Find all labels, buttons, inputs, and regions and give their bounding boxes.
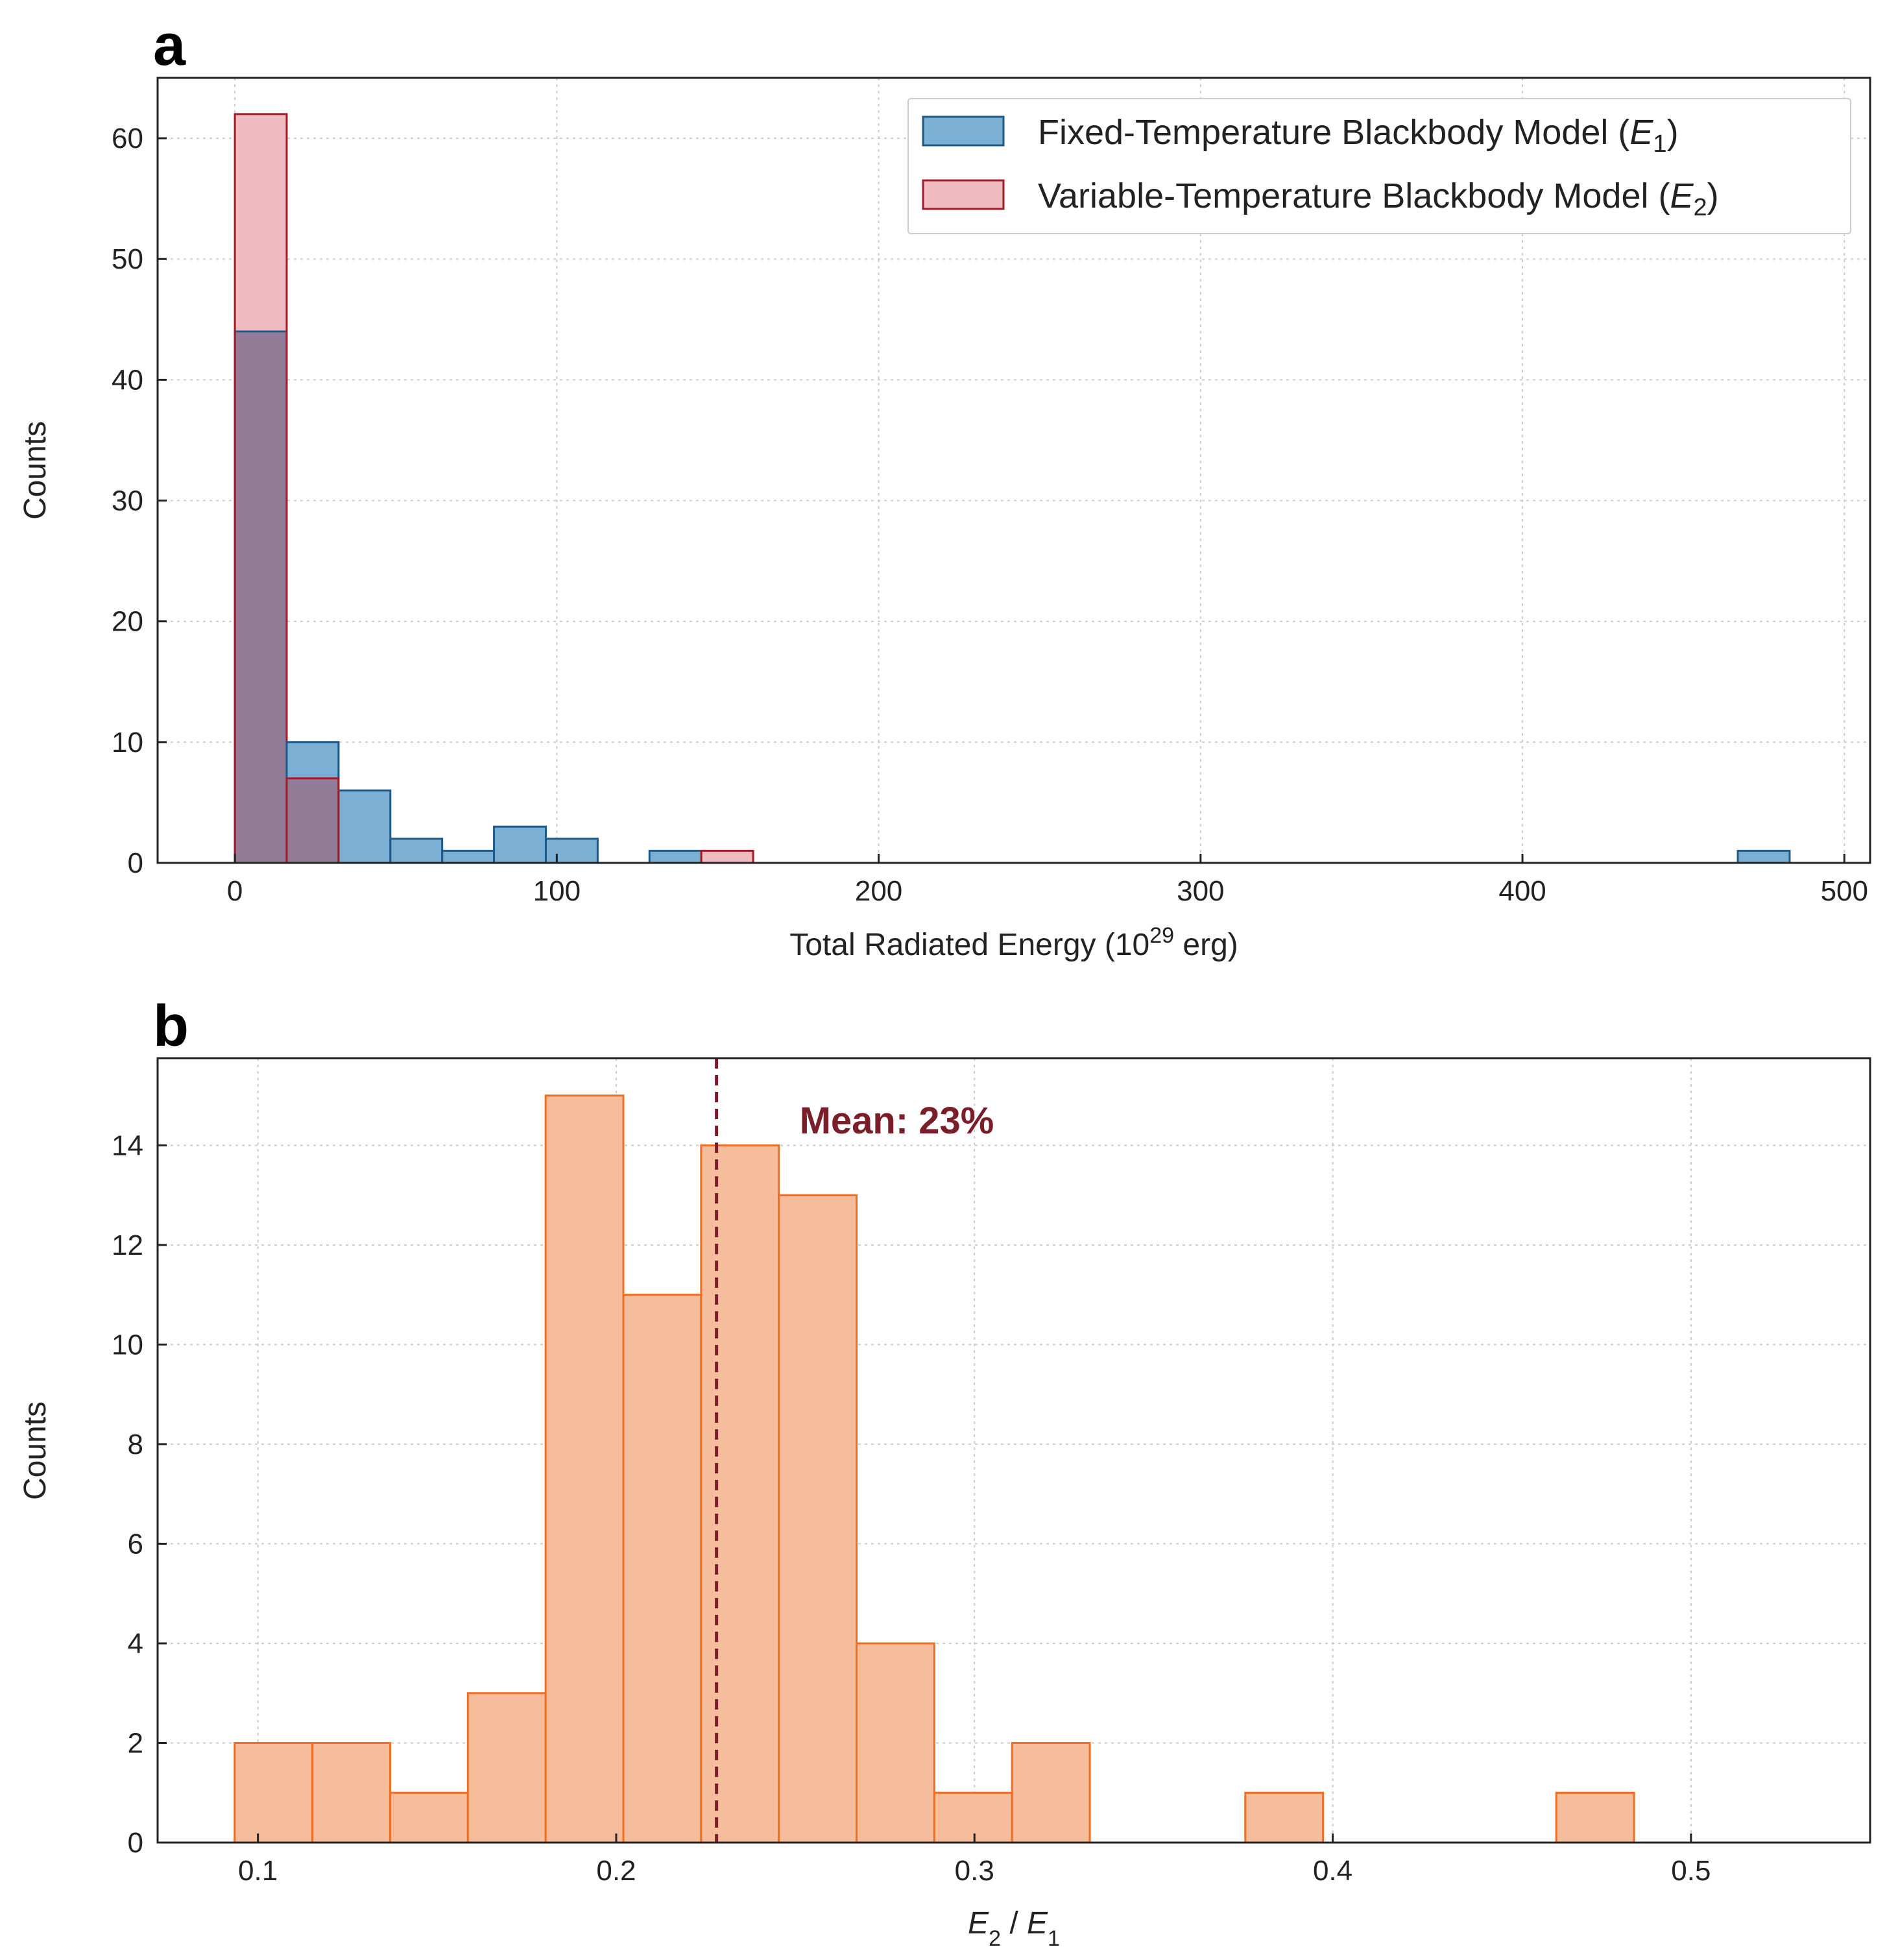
panel-a-letter: a xyxy=(153,13,186,78)
bar-ratio xyxy=(1555,1791,1635,1844)
a-x-tick-label: 200 xyxy=(855,875,902,907)
b-y-tick-label: 14 xyxy=(112,1130,143,1161)
a-y-tick-label: 40 xyxy=(112,364,143,396)
bar-variable-temperature-fill xyxy=(701,851,754,863)
a-x-tick-label: 400 xyxy=(1498,875,1546,907)
bar-variable-temperature-fill xyxy=(235,114,287,332)
bar-ratio xyxy=(1244,1791,1325,1844)
b-y-tick-label: 0 xyxy=(128,1827,143,1859)
panel-a-ticks: 0 100 200 300 400 500 0 10 20 30 40 50 60 xyxy=(112,123,1868,907)
panel-b-histogram: b Mean: 23% 0.1 0.2 0.3 0.4 0.5 0 2 4 6 8 10 12 14 E… xyxy=(18,994,1871,1951)
bar-ratio xyxy=(544,1095,625,1844)
bar-fixed-temperature xyxy=(493,825,547,864)
bar-fixed-temperature xyxy=(441,849,496,864)
mean-annotation: Mean: 23% xyxy=(800,1100,994,1142)
panel-a-bars xyxy=(234,113,1791,864)
bar-fixed-temperature xyxy=(389,838,444,864)
a-y-tick-label: 50 xyxy=(112,243,143,275)
bar-ratio xyxy=(933,1791,1013,1844)
panel-a-y-axis-title: Counts xyxy=(18,421,53,520)
panel-b-frame xyxy=(156,1057,1871,1844)
panel-a-legend: Fixed-Temperature Blackbody Model (E1) V… xyxy=(907,98,1851,234)
b-x-tick-label: 0.3 xyxy=(955,1855,994,1887)
legend-label-variable-temperature: Variable-Temperature Blackbody Model (E2… xyxy=(1038,176,1719,221)
b-y-tick-label: 4 xyxy=(128,1628,143,1660)
legend-label-fixed-temperature: Fixed-Temperature Blackbody Model (E1) xyxy=(1038,113,1679,158)
b-x-tick-label: 0.5 xyxy=(1671,1855,1711,1887)
a-y-tick-label: 0 xyxy=(128,847,143,879)
bar-ratio xyxy=(622,1294,703,1844)
b-y-tick-label: 8 xyxy=(128,1429,143,1460)
bar-fixed-temperature xyxy=(1736,849,1791,864)
panel-b-y-axis-title: Counts xyxy=(18,1401,53,1500)
panel-b-bars xyxy=(234,1095,1635,1844)
b-y-tick-label: 2 xyxy=(128,1727,143,1759)
bar-ratio xyxy=(778,1194,858,1844)
panel-b-letter: b xyxy=(153,994,189,1059)
a-y-tick-label: 30 xyxy=(112,485,143,517)
panel-a-histogram: a 0 100 200 300 400 500 0 10 20 30 40 50 60 Fixed-Te… xyxy=(18,13,1871,962)
bar-ratio xyxy=(1011,1741,1091,1844)
bar-fixed-temperature xyxy=(337,789,392,864)
a-y-tick-label: 60 xyxy=(112,123,143,154)
bar-ratio xyxy=(389,1791,469,1844)
legend-swatch-variable-temperature xyxy=(922,179,1005,210)
b-y-tick-label: 12 xyxy=(112,1229,143,1261)
bar-fixed-temperature xyxy=(648,849,703,864)
legend-box xyxy=(907,98,1851,234)
bar-ratio xyxy=(234,1741,314,1844)
b-x-tick-label: 0.4 xyxy=(1313,1855,1352,1887)
bar-ratio xyxy=(466,1692,547,1844)
bar-fixed-temperature xyxy=(544,838,599,864)
b-y-tick-label: 10 xyxy=(112,1329,143,1361)
b-y-tick-label: 6 xyxy=(128,1528,143,1560)
bar-ratio xyxy=(700,1144,780,1844)
panel-b-ticks: 0.1 0.2 0.3 0.4 0.5 0 2 4 6 8 10 12 14 xyxy=(112,1130,1711,1887)
a-x-tick-label: 300 xyxy=(1177,875,1224,907)
a-x-tick-label: 0 xyxy=(227,875,243,907)
bar-fixed-temperature-top xyxy=(286,742,339,779)
panel-b-grid xyxy=(158,1058,1870,1843)
bar-ratio xyxy=(311,1741,391,1844)
bar-ratio xyxy=(856,1642,935,1844)
legend-swatch-fixed-temperature xyxy=(922,115,1005,147)
a-x-tick-label: 100 xyxy=(533,875,581,907)
b-x-tick-label: 0.2 xyxy=(596,1855,636,1887)
bar-overlap xyxy=(235,331,287,863)
a-x-tick-label: 500 xyxy=(1821,875,1868,907)
bar-overlap xyxy=(286,778,339,863)
panel-a-frame xyxy=(156,77,1871,864)
a-y-tick-label: 10 xyxy=(112,727,143,758)
b-x-tick-label: 0.1 xyxy=(238,1855,278,1887)
a-y-tick-label: 20 xyxy=(112,606,143,638)
panel-b-x-axis-title: E2 / E1 xyxy=(968,1906,1060,1951)
panel-a-x-axis-title: Total Radiated Energy (1029 erg) xyxy=(789,923,1238,962)
